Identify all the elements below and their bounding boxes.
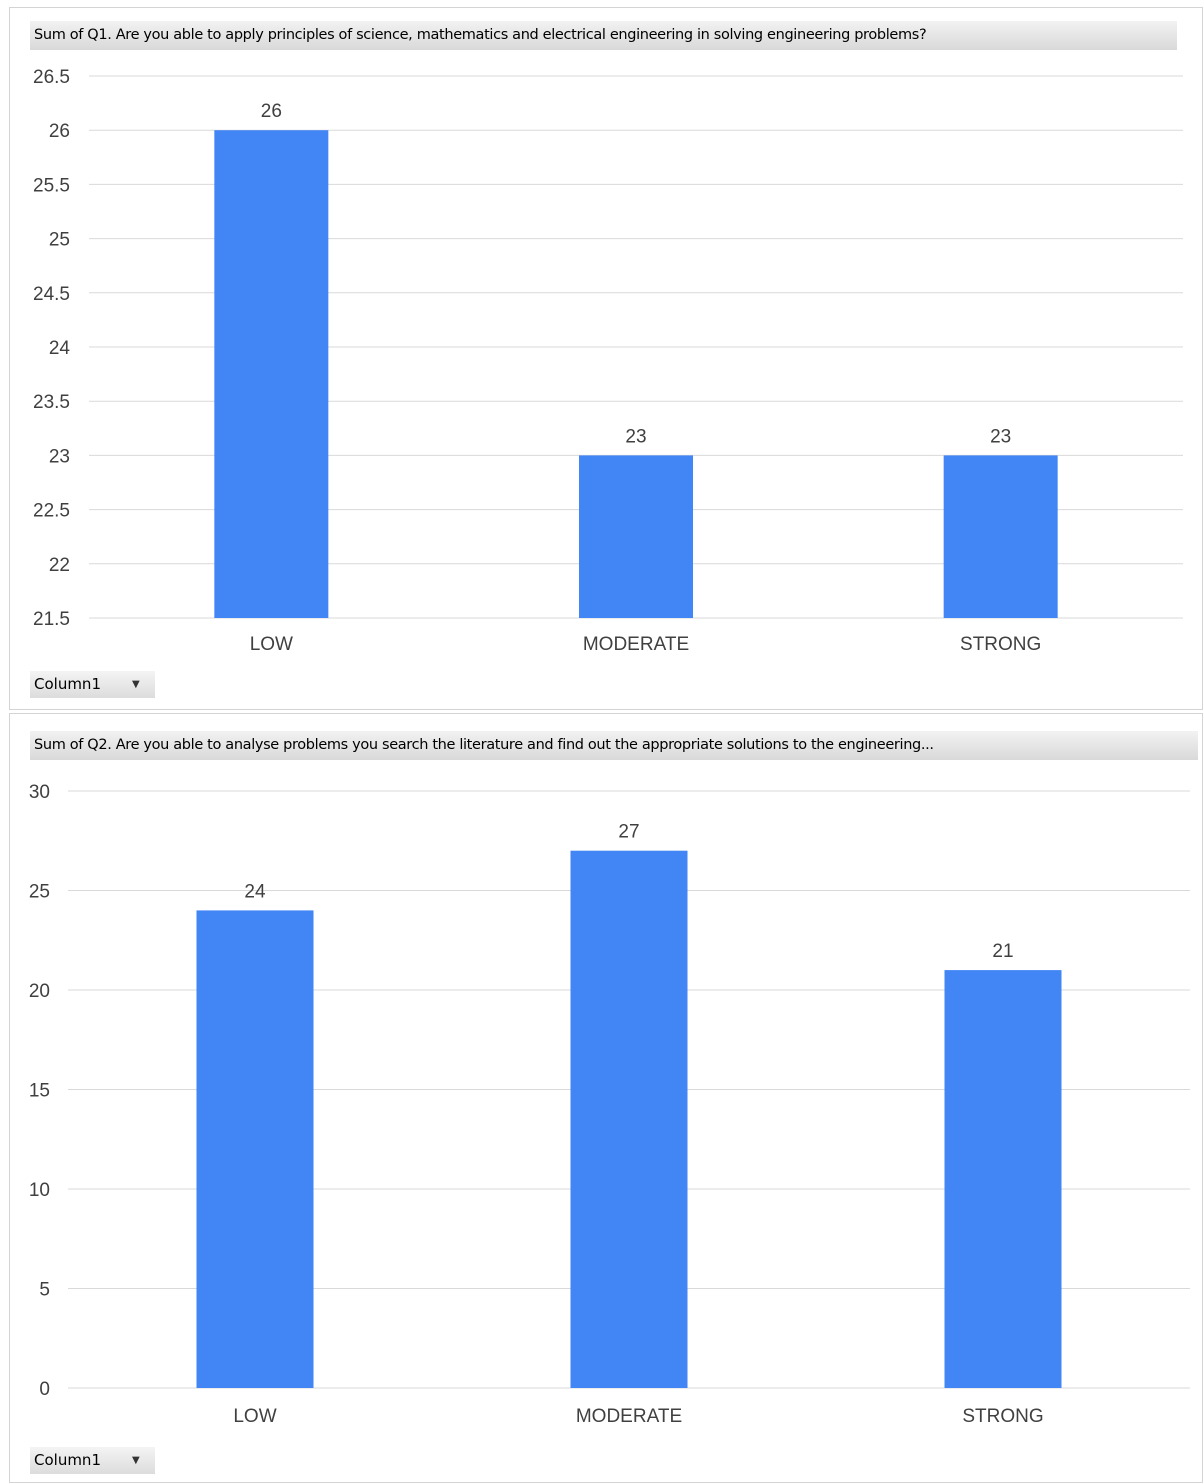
y-tick-label: 30 — [29, 782, 50, 803]
data-label: 23 — [990, 426, 1011, 447]
x-category-label: STRONG — [960, 634, 1041, 655]
chart-panel-q1: Sum of Q1. Are you able to apply princip… — [9, 7, 1203, 710]
bar — [570, 850, 688, 1388]
data-label: 23 — [625, 426, 646, 447]
y-tick-label: 0 — [39, 1379, 50, 1400]
y-tick-label: 15 — [29, 1081, 50, 1102]
x-category-label: STRONG — [962, 1406, 1043, 1427]
x-category-label: MODERATE — [583, 634, 689, 655]
y-tick-label: 21.5 — [33, 609, 70, 630]
data-label: 27 — [618, 822, 639, 843]
chart-panel-q2: Sum of Q2. Are you able to analyse probl… — [9, 713, 1203, 1483]
y-tick-label: 22.5 — [33, 501, 70, 522]
filter-button-label: Column1 — [34, 1451, 101, 1469]
y-tick-label: 22 — [49, 555, 70, 576]
filter-button-label: Column1 — [34, 675, 101, 693]
chevron-down-icon: ▼ — [132, 1455, 140, 1466]
y-tick-label: 10 — [29, 1180, 50, 1201]
chart-title: Sum of Q2. Are you able to analyse probl… — [30, 731, 1198, 760]
bar — [943, 455, 1058, 618]
y-tick-label: 25 — [29, 882, 50, 903]
bar — [579, 455, 693, 618]
bar-chart-q2: 0 5 10 15 20 25 30 24 LOW 27 MODERATE 21 STRONG — [29, 782, 1190, 1427]
data-label: 21 — [992, 941, 1013, 962]
bar — [214, 130, 329, 618]
chevron-down-icon: ▼ — [132, 679, 140, 690]
x-category-label: MODERATE — [576, 1406, 682, 1427]
chart-title: Sum of Q1. Are you able to apply princip… — [30, 21, 1177, 50]
y-tick-label: 26 — [49, 121, 70, 142]
y-tick-label: 23.5 — [33, 392, 70, 413]
data-label: 26 — [261, 101, 282, 122]
x-category-label: LOW — [250, 634, 293, 655]
y-tick-label: 5 — [39, 1280, 50, 1301]
bar-chart-q1: 21.5 22 22.5 23 23.5 24 24.5 25 25.5 26 26.5 26 LOW 2… — [33, 67, 1183, 655]
y-tick-label: 25 — [49, 230, 70, 251]
bar — [944, 970, 1062, 1388]
y-tick-label: 26.5 — [33, 67, 70, 88]
y-tick-label: 24.5 — [33, 284, 70, 305]
y-tick-label: 25.5 — [33, 175, 70, 196]
y-tick-label: 24 — [49, 338, 71, 359]
bar — [196, 910, 314, 1388]
x-category-label: LOW — [233, 1406, 276, 1427]
column1-filter-button[interactable]: Column1 ▼ — [30, 671, 155, 698]
data-label: 24 — [244, 881, 266, 902]
column1-filter-button[interactable]: Column1 ▼ — [30, 1447, 155, 1474]
y-tick-label: 20 — [29, 981, 50, 1002]
y-tick-label: 23 — [49, 446, 70, 467]
